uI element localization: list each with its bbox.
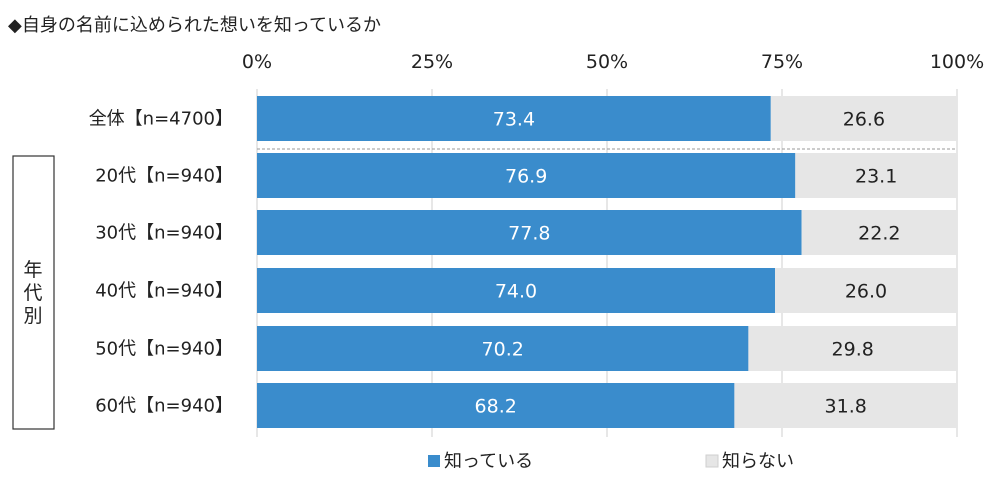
bar-segment-known (257, 153, 796, 198)
value-label: 76.9 (505, 166, 547, 188)
category-label: 40代【n=940】 (95, 281, 233, 302)
bar-segment-unknown (801, 210, 957, 255)
x-tick-labels: 0% 25% 50% 75% 100% (242, 51, 984, 73)
x-tick-label: 75% (761, 51, 803, 73)
bar-segment-unknown (734, 383, 957, 428)
bar-segment-unknown (770, 96, 957, 141)
category-label: 30代【n=940】 (95, 223, 233, 244)
value-label: 77.8 (508, 223, 550, 245)
value-label: 74.0 (495, 281, 537, 303)
category-labels: 全体【n=4700】 20代【n=940】 30代【n=940】 40代【n=940】… (89, 109, 233, 417)
value-labels: 73.4 26.6 76.9 23.1 77.8 22.2 74.0 26.0 70.2 29.8… (475, 109, 901, 418)
bar-segments (257, 96, 957, 428)
bar-segment-known (257, 326, 749, 371)
group-label: 年代別 (23, 259, 42, 327)
legend-swatch-unknown (705, 454, 719, 468)
x-tick-label: 50% (586, 51, 628, 73)
value-label: 22.2 (858, 223, 900, 245)
category-label: 50代【n=940】 (95, 339, 233, 360)
value-label: 73.4 (493, 109, 535, 131)
value-label: 26.0 (845, 281, 887, 303)
bar-segment-unknown (795, 153, 957, 198)
grid-lines (256, 89, 958, 437)
x-tick-label: 0% (242, 51, 272, 73)
group-label-char: 代 (23, 282, 42, 304)
value-label: 29.8 (832, 339, 874, 361)
bar-segment-known (257, 210, 802, 255)
category-label: 60代【n=940】 (95, 396, 233, 417)
group-label-char: 年 (23, 259, 42, 281)
group-label-char: 別 (23, 305, 42, 327)
legend: 知っている 知らない (428, 451, 794, 472)
category-label: 20代【n=940】 (95, 166, 233, 187)
legend-label: 知らない (722, 451, 794, 472)
bar-segment-unknown (775, 268, 957, 313)
value-label: 26.6 (843, 109, 885, 131)
x-tick-label: 25% (411, 51, 453, 73)
category-label: 全体【n=4700】 (89, 109, 233, 130)
value-label: 23.1 (855, 166, 897, 188)
group-bracket (12, 155, 55, 430)
bar-segment-known (257, 383, 735, 428)
legend-swatch-known (428, 455, 440, 467)
bar-segment-known (257, 268, 775, 313)
value-label: 68.2 (475, 396, 517, 418)
legend-label: 知っている (444, 451, 533, 472)
chart-title: ◆自身の名前に込められた想いを知っているか (8, 15, 381, 36)
bar-segment-known (257, 96, 771, 141)
value-label: 31.8 (825, 396, 867, 418)
value-label: 70.2 (482, 339, 524, 361)
bar-segment-unknown (748, 326, 957, 371)
x-tick-label: 100% (930, 51, 984, 73)
